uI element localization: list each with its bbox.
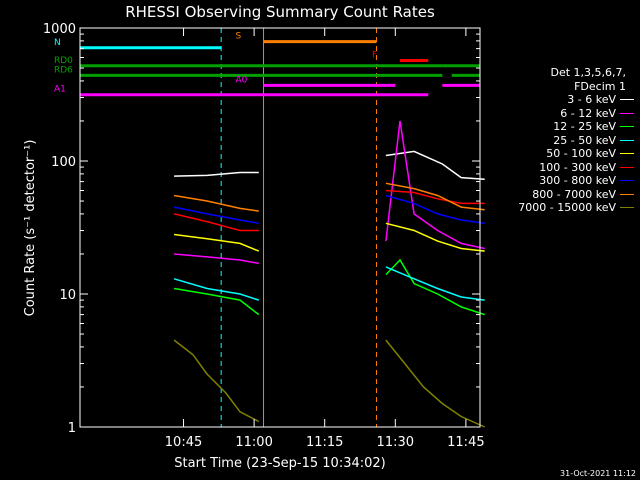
- y-tick-label-1: 10: [59, 288, 76, 303]
- series-line-3-0: [173, 278, 260, 301]
- legend-label: 100 - 300 keV: [539, 160, 616, 174]
- x-tick-label-4: 11:45: [447, 435, 484, 450]
- legend-header-decimation: FDecim 1: [574, 79, 626, 93]
- series-line-6-0: [173, 206, 259, 225]
- x-tick-label-3: 11:30: [377, 435, 414, 450]
- legend-swatch: [620, 193, 634, 195]
- y-axis-label: Count Rate (s⁻¹ detector⁻¹): [23, 140, 38, 317]
- legend-swatch: [620, 180, 634, 182]
- legend-swatch: [620, 207, 634, 209]
- chart-title: RHESSI Observing Summary Count Rates: [125, 3, 435, 21]
- plot-frame: [79, 27, 481, 428]
- y-tick-label-2: 100: [51, 155, 76, 170]
- legend-swatch: [620, 99, 634, 101]
- series-line-4-0: [174, 233, 260, 252]
- legend-swatch: [620, 139, 634, 141]
- x-axis-label: Start Time (23-Sep-15 10:34:02): [174, 456, 385, 471]
- legend-item: 6 - 12 keV: [486, 107, 634, 121]
- series-line-6-1: [385, 194, 485, 225]
- legend-label: 800 - 7000 keV: [532, 187, 616, 201]
- series-line-0-0: [174, 171, 259, 177]
- flag-label-1: S: [236, 32, 242, 42]
- legend-label: 300 - 800 keV: [539, 174, 616, 187]
- legend-item: 100 - 300 keV: [486, 161, 634, 175]
- y-tick-label-3: 1000: [43, 22, 76, 37]
- x-tick-label-2: 11:15: [306, 435, 343, 450]
- legend-label: 12 - 25 keV: [553, 120, 616, 133]
- flag-label-6: A1: [54, 85, 66, 95]
- series-line-7-1: [385, 182, 485, 211]
- series-line-2-0: [173, 287, 260, 316]
- series-line-8-1: [385, 339, 486, 428]
- legend-swatch: [620, 126, 634, 128]
- series-line-4-1: [385, 222, 485, 252]
- timestamp: 31-Oct-2021 11:12: [560, 469, 636, 478]
- legend-label: 7000 - 15000 keV: [518, 201, 616, 214]
- legend-item: 300 - 800 keV: [486, 174, 634, 188]
- legend-item: 7000 - 15000 keV: [486, 201, 634, 215]
- series-line-3-1: [385, 266, 485, 301]
- legend-label: 6 - 12 keV: [560, 106, 616, 120]
- series-line-5-0: [173, 213, 259, 232]
- flag-label-3: RD0: [54, 56, 73, 66]
- flag-label-0: N: [54, 38, 61, 48]
- flag-label-5: A0: [236, 75, 248, 85]
- series-line-1-1: [385, 120, 485, 250]
- series-line-0-1: [385, 150, 485, 180]
- legend-item: 3 - 6 keV: [486, 93, 634, 107]
- legend-header-detectors: Det 1,3,5,6,7,: [550, 66, 626, 79]
- x-tick-label-0: 10:45: [165, 435, 202, 450]
- legend-label: 25 - 50 keV: [553, 133, 616, 147]
- y-tick-label-0: 1: [68, 421, 76, 436]
- legend: Det 1,3,5,6,7, FDecim 1 3 - 6 keV 6 - 12 …: [486, 66, 634, 215]
- series-line-7-0: [173, 194, 259, 212]
- legend-item: 12 - 25 keV: [486, 120, 634, 134]
- legend-item: 800 - 7000 keV: [486, 188, 634, 202]
- legend-swatch: [620, 166, 634, 168]
- flag-label-2: F: [372, 50, 377, 60]
- legend-swatch: [620, 112, 634, 114]
- legend-item: 50 - 100 keV: [486, 147, 634, 161]
- x-tick-label-1: 11:00: [235, 435, 272, 450]
- legend-item: 25 - 50 keV: [486, 134, 634, 148]
- series-line-2-1: [385, 258, 485, 316]
- legend-label: 3 - 6 keV: [567, 93, 616, 106]
- legend-label: 50 - 100 keV: [546, 147, 616, 160]
- flag-label-4: RD6: [54, 65, 73, 75]
- legend-swatch: [620, 153, 634, 155]
- series-line-8-0: [173, 339, 260, 423]
- series-line-5-1: [385, 189, 485, 205]
- series-line-1-0: [174, 253, 259, 265]
